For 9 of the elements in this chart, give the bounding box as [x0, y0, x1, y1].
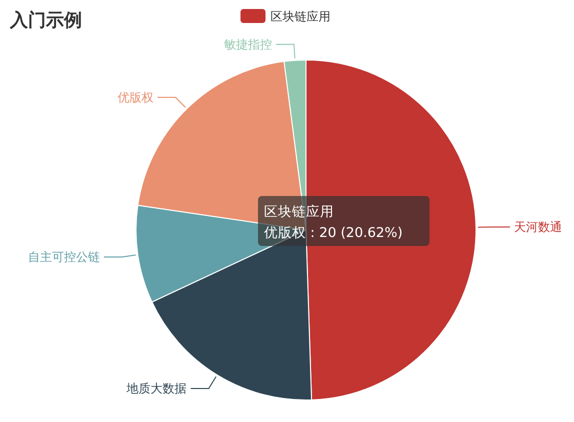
slice-label: 自主可控公链	[28, 250, 100, 264]
chart-title: 入门示例	[9, 10, 82, 31]
legend: 区块链应用	[240, 9, 330, 24]
slice-label: 敏捷指控	[224, 37, 272, 52]
tooltip: 区块链应用 优版权 : 20 (20.62%)	[258, 196, 430, 246]
slice-label: 优版权	[118, 90, 154, 104]
legend-label: 区块链应用	[270, 10, 330, 24]
slice-label: 天河数通	[514, 220, 562, 234]
slice-label: 地质大数据	[126, 382, 187, 396]
